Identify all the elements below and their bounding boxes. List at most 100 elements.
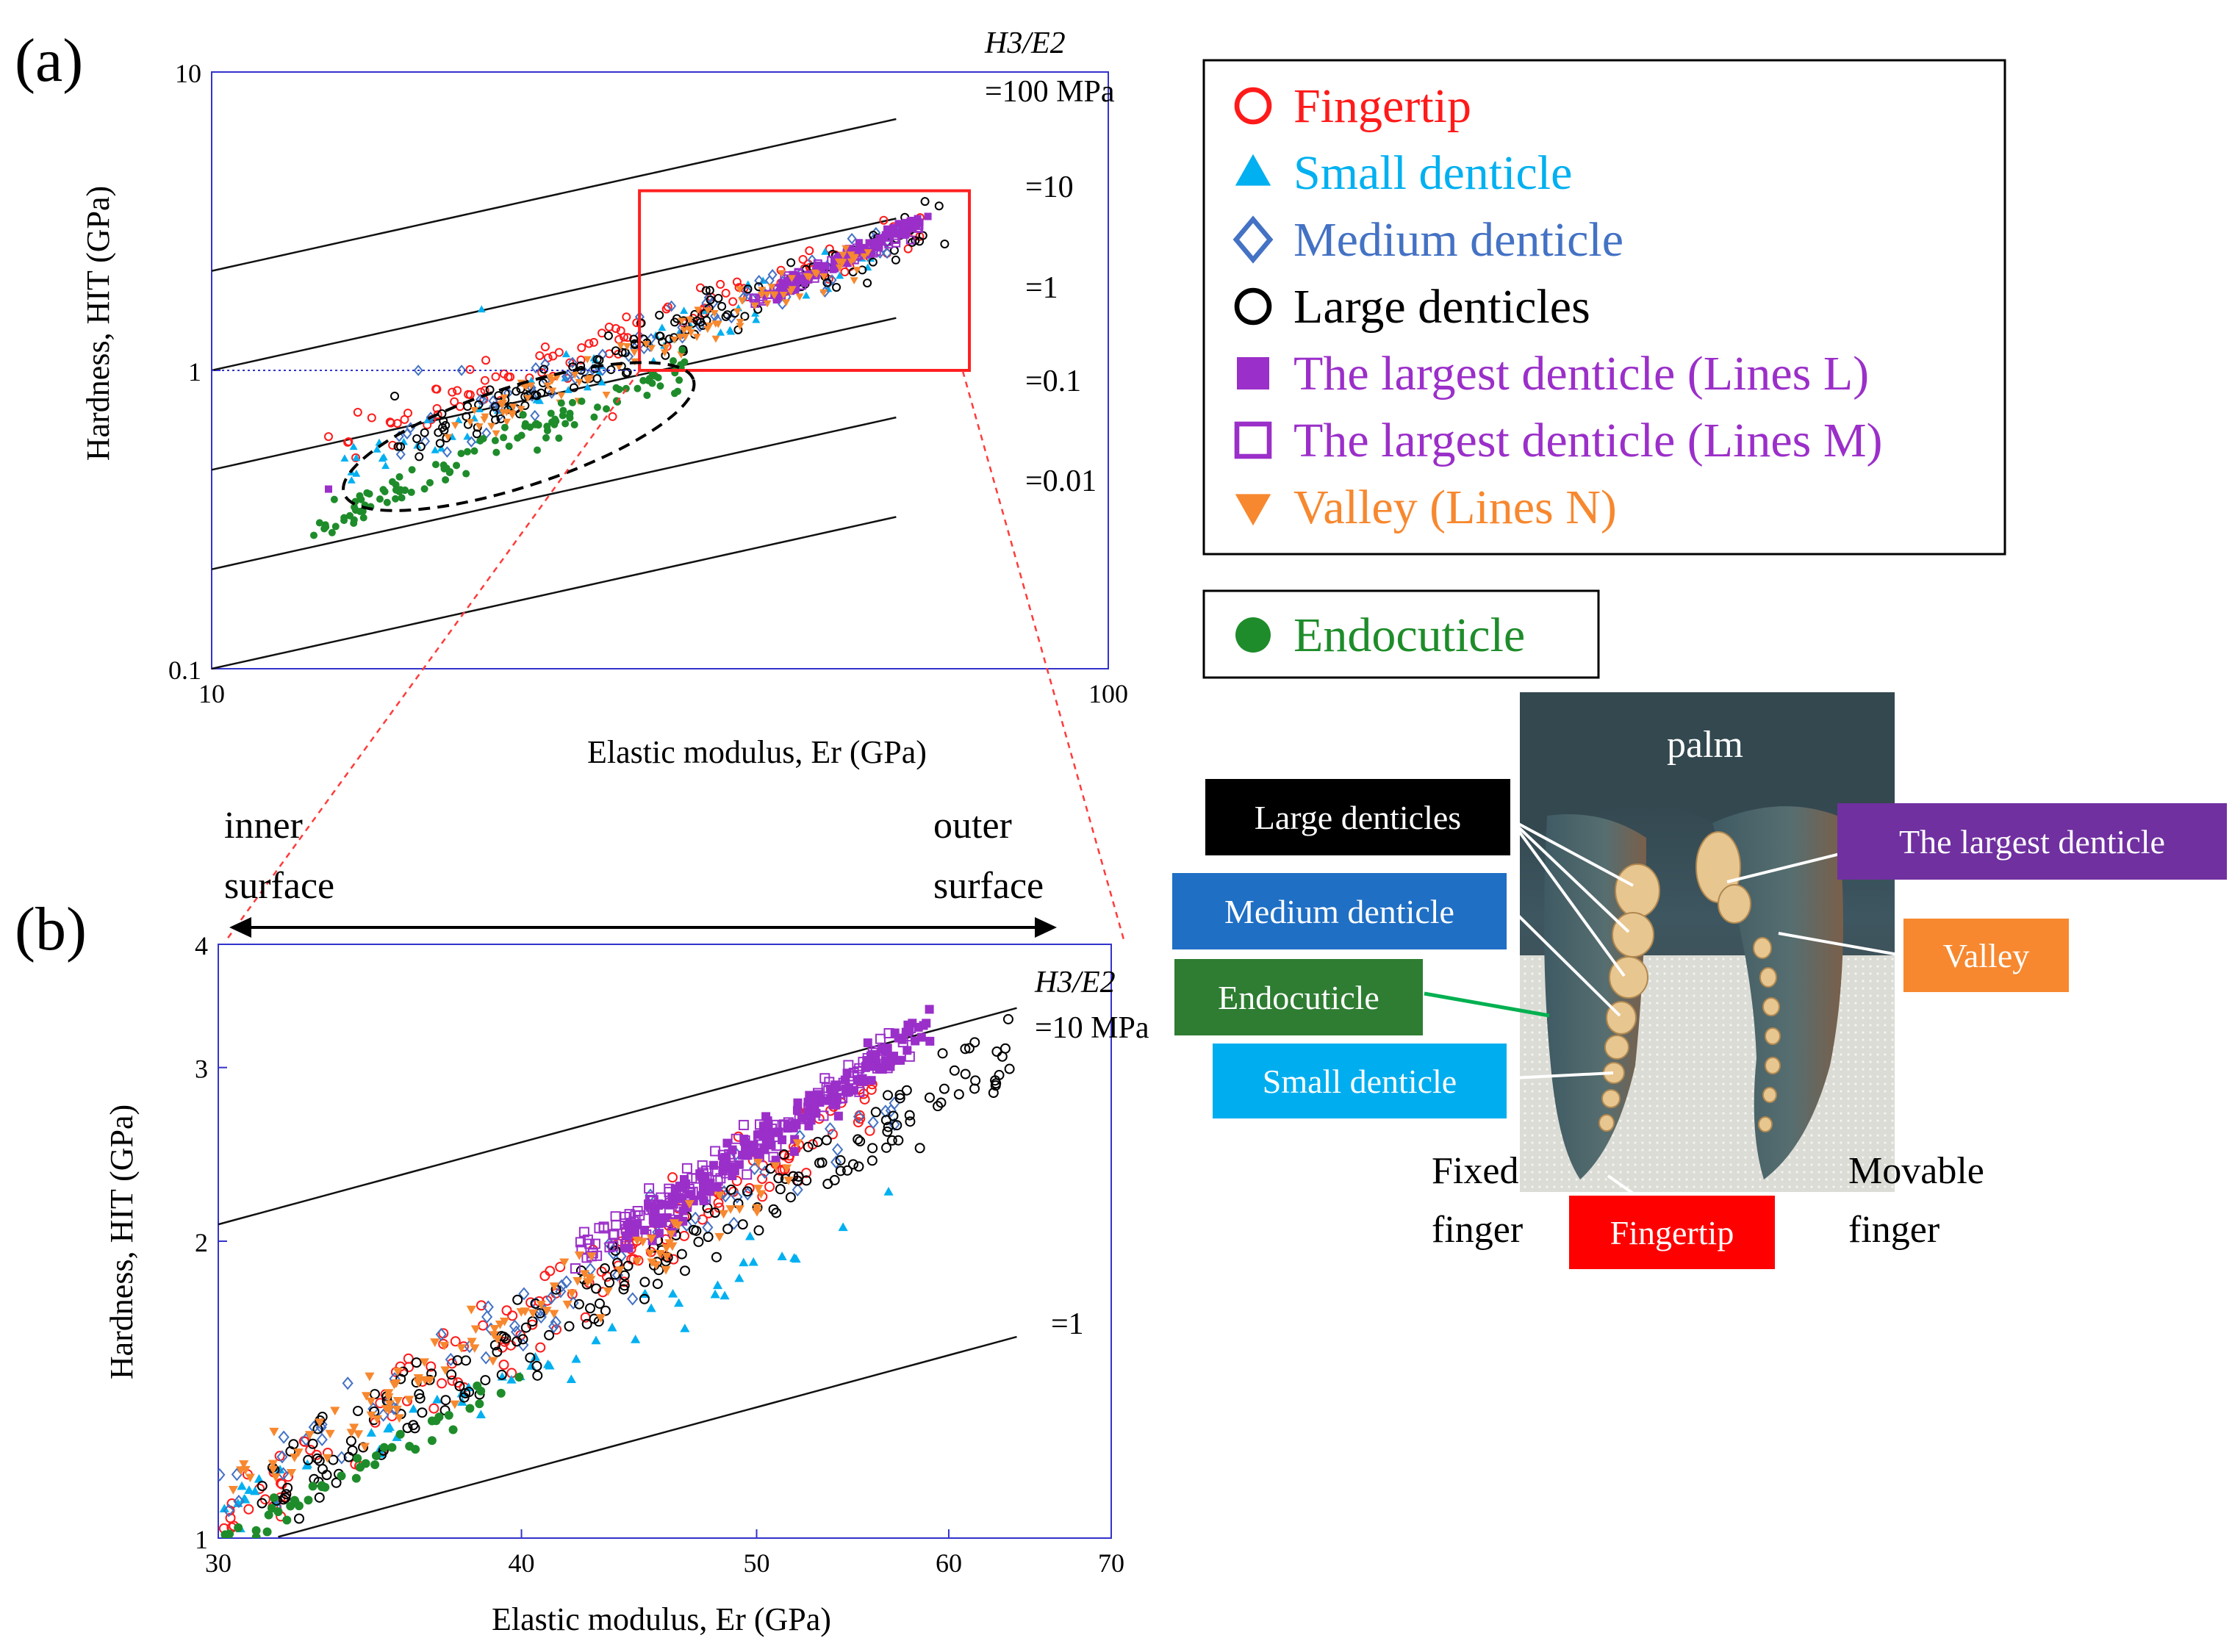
data-point [725, 1205, 736, 1214]
data-point [634, 384, 642, 392]
data-point [721, 1165, 732, 1176]
data-point [293, 1513, 304, 1524]
data-point [767, 1123, 778, 1134]
photo-label-text: Fingertip [1610, 1214, 1734, 1251]
x-tick-label: 70 [1098, 1548, 1124, 1578]
data-point [883, 1027, 894, 1038]
data-point [645, 1249, 655, 1259]
data-point [678, 1230, 689, 1241]
data-point [686, 316, 695, 324]
outer-surface-label: outer surface [933, 805, 1044, 907]
data-point [786, 258, 796, 267]
data-point [614, 363, 623, 371]
data-point [413, 1379, 423, 1388]
data-point [661, 344, 670, 352]
data-point [653, 1265, 664, 1276]
data-point [794, 269, 803, 279]
data-point [415, 452, 424, 462]
data-point [559, 1258, 570, 1268]
data-point [894, 1093, 905, 1104]
data-point [475, 423, 484, 431]
data-point [470, 1325, 481, 1335]
data-point [435, 1327, 447, 1341]
data-point [812, 1088, 823, 1099]
data-point [639, 1276, 650, 1288]
data-point [623, 351, 634, 362]
data-point [795, 293, 804, 301]
data-point [620, 1239, 631, 1250]
data-point [573, 1276, 583, 1286]
data-point [366, 1397, 376, 1407]
iso-title-a: H3/E2 [984, 26, 1066, 60]
data-point [392, 1405, 402, 1415]
legend-label: Large denticles [1293, 280, 1590, 334]
data-point [500, 434, 508, 442]
data-point [763, 300, 772, 308]
data-point [561, 1275, 573, 1289]
data-point [481, 1310, 493, 1324]
data-point [773, 1173, 784, 1184]
data-point [639, 1293, 650, 1304]
data-point [792, 1139, 803, 1148]
data-point [427, 1436, 437, 1446]
data-point [595, 1314, 606, 1323]
data-point [556, 1279, 567, 1293]
data-point [357, 495, 365, 503]
data-point [352, 453, 361, 462]
data-point [618, 1284, 629, 1295]
data-point [817, 1157, 828, 1168]
data-point [793, 1098, 803, 1107]
data-point [788, 286, 797, 293]
data-point [359, 514, 367, 522]
legend-label: Small denticle [1293, 146, 1572, 200]
data-point [353, 1454, 362, 1463]
data-point [721, 288, 731, 298]
data-point [684, 1200, 695, 1209]
data-point [303, 1454, 314, 1465]
data-point [882, 1126, 893, 1137]
data-point [721, 312, 731, 321]
data-point [711, 1251, 722, 1263]
data-point [539, 1271, 550, 1282]
data-point [567, 356, 578, 369]
data-point [767, 284, 776, 291]
data-point [732, 277, 742, 287]
data-point [545, 1360, 555, 1370]
data-point [866, 1084, 877, 1095]
data-point [576, 355, 586, 364]
data-point [240, 1465, 251, 1475]
data-point [705, 322, 714, 330]
data-point [775, 1184, 786, 1195]
data-point [512, 1294, 523, 1305]
data-point [656, 1192, 667, 1203]
data-point [315, 519, 323, 527]
data-point [442, 475, 450, 484]
data-point [859, 1093, 870, 1105]
data-point [535, 1342, 546, 1353]
data-point [245, 1473, 255, 1483]
data-point [664, 1239, 675, 1249]
data-point [539, 364, 549, 374]
data-point [592, 374, 602, 384]
data-point [960, 1069, 971, 1080]
data-point [517, 406, 525, 414]
data-point [447, 1358, 458, 1369]
data-point [893, 1135, 904, 1146]
data-point [589, 337, 599, 347]
data-point [470, 1344, 480, 1354]
x-tick-label: 50 [744, 1548, 770, 1578]
data-point [476, 393, 486, 406]
data-point [736, 323, 744, 331]
data-point [687, 1186, 698, 1197]
data-point [667, 1172, 678, 1183]
data-point [681, 1163, 692, 1174]
data-point [591, 1335, 601, 1345]
data-point [882, 1090, 893, 1101]
data-point [526, 381, 537, 394]
palm-shape [1520, 692, 1895, 838]
data-point [867, 1143, 878, 1154]
data-point [548, 418, 556, 426]
data-point [924, 1092, 935, 1103]
data-point [470, 407, 479, 414]
data-point [754, 1119, 765, 1130]
